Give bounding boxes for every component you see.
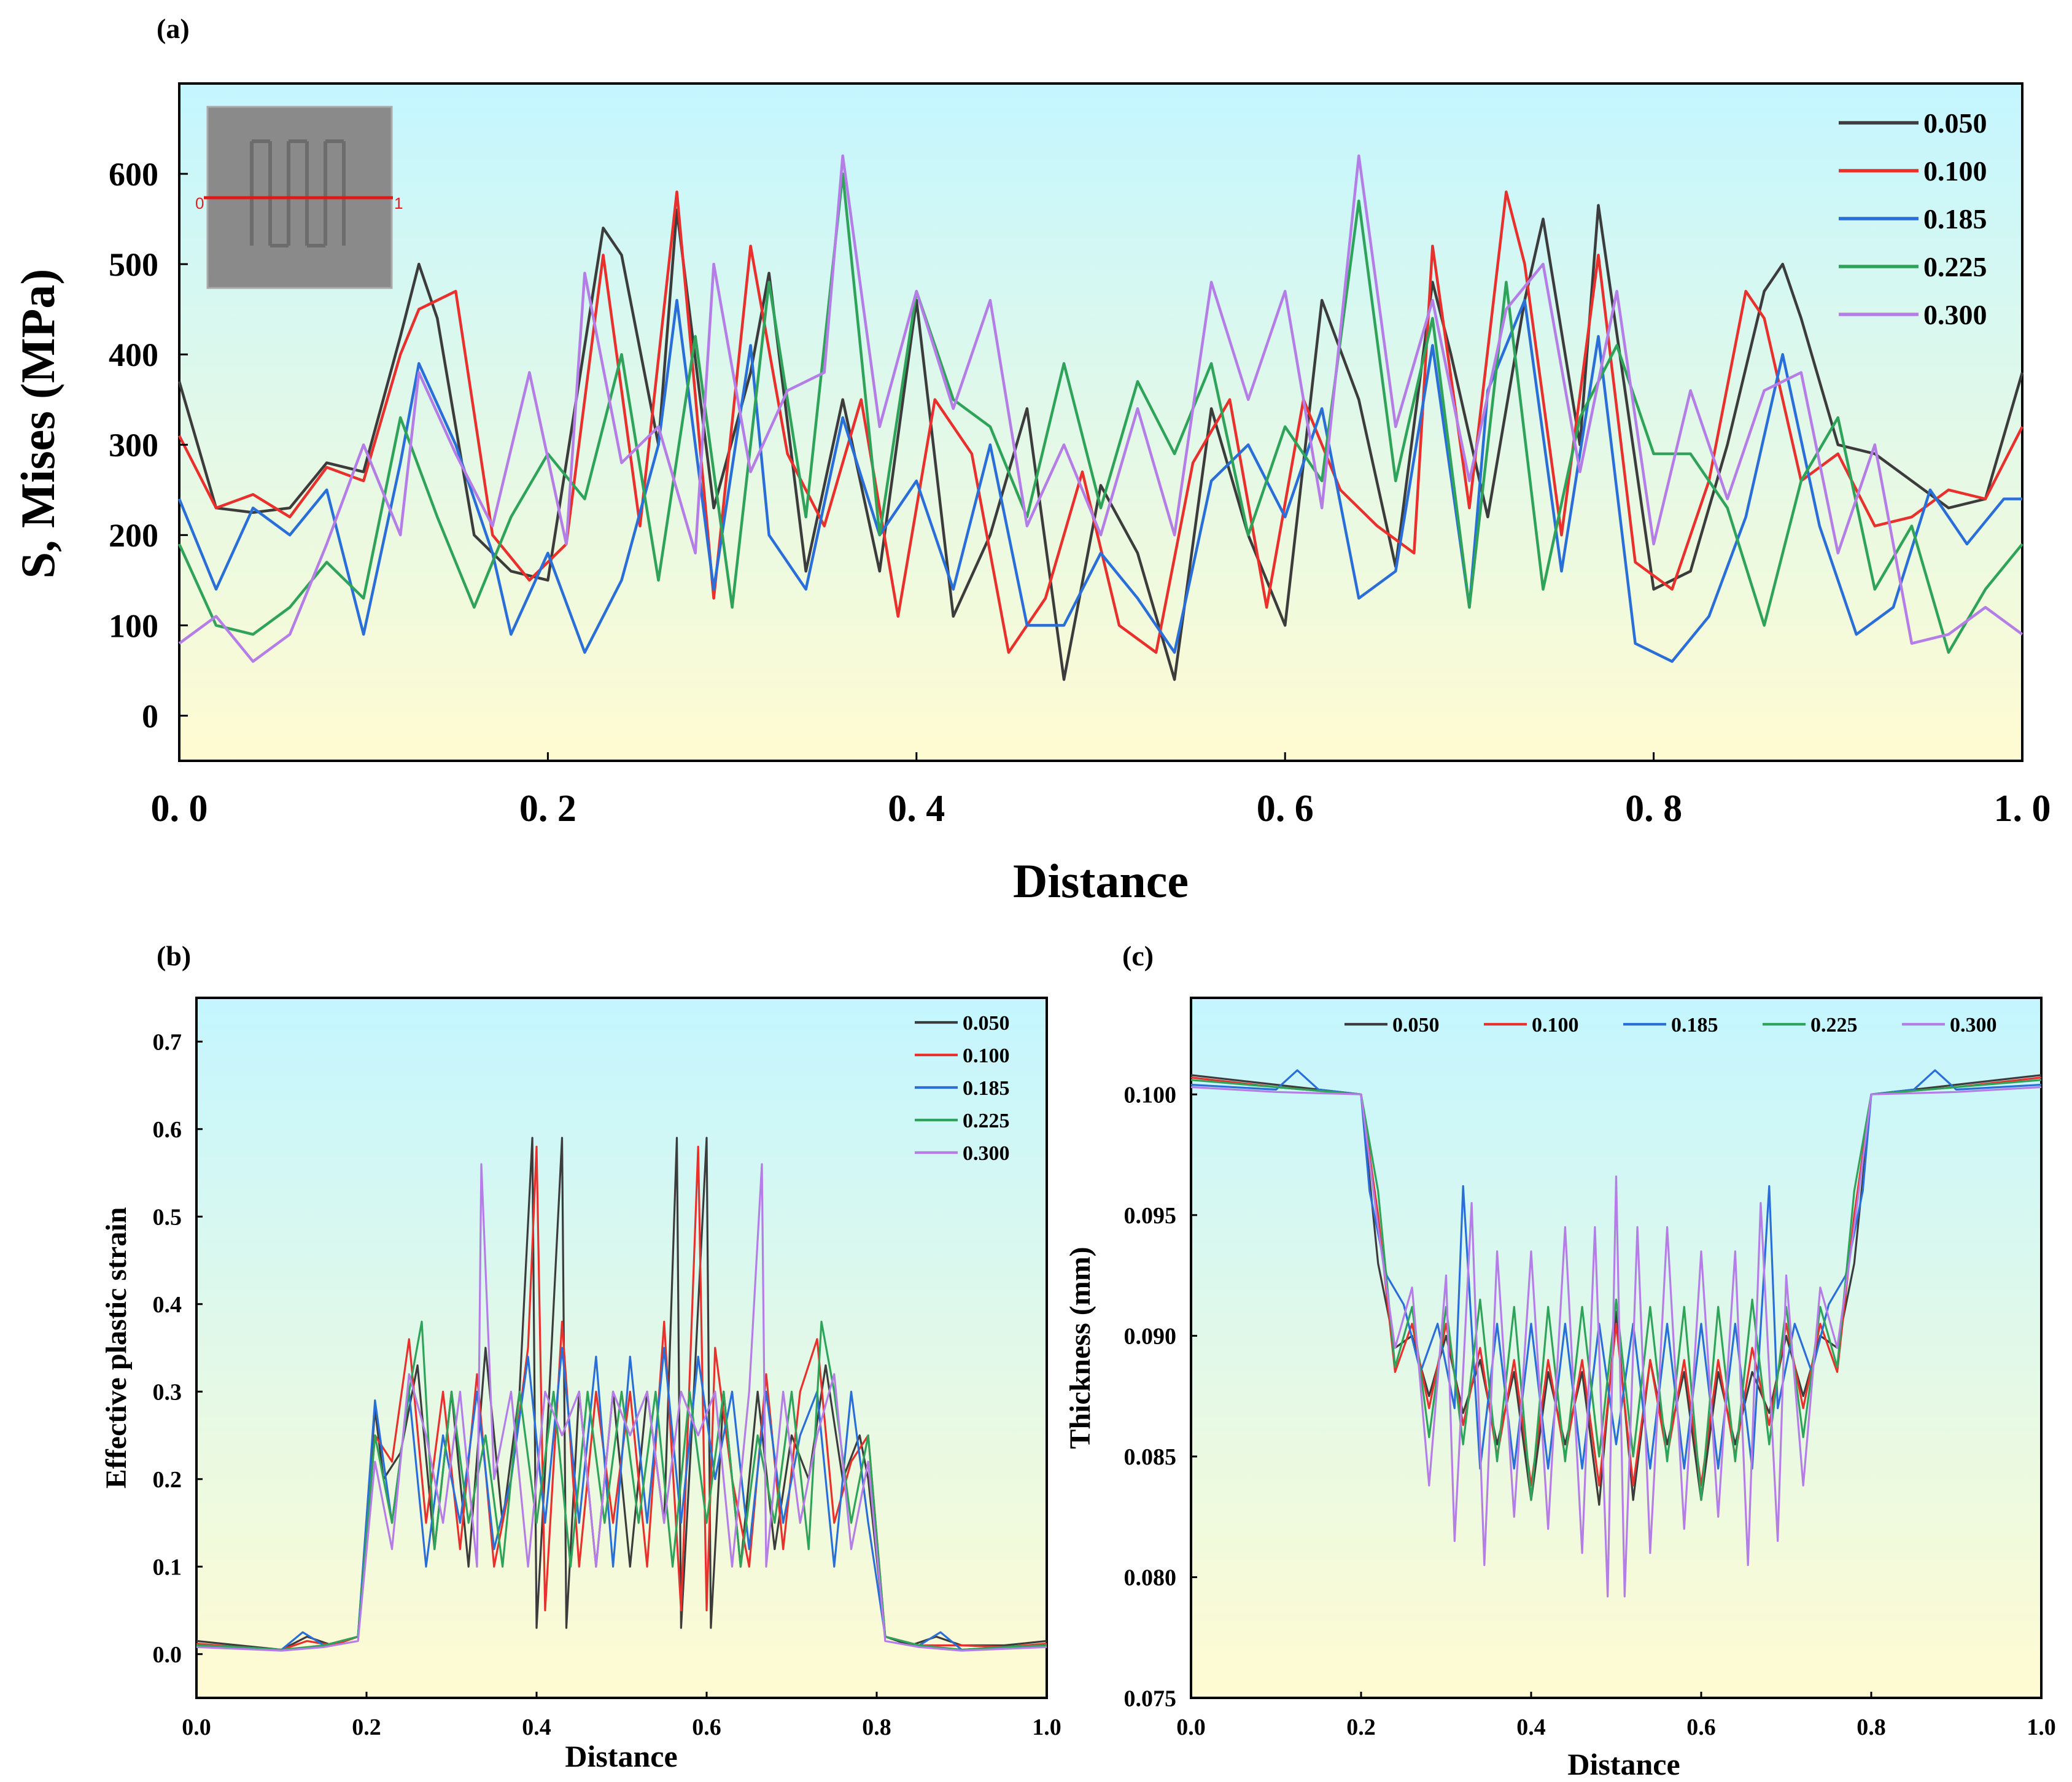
- series-line-c-0.185: [1190, 1069, 2042, 1470]
- y-tick-label: 0.090: [1124, 1324, 1177, 1350]
- panel-label-c: (c): [1122, 940, 1154, 971]
- y-ticks-c: 0.075 0.080 0.085 0.090 0.095 0.100: [1124, 1083, 1197, 1711]
- panel-label-b: (b): [157, 940, 191, 971]
- y-tick-label: 500: [109, 246, 158, 283]
- legend-label: 0.225: [963, 1110, 1010, 1132]
- x-tick-label: 0. 4: [888, 788, 945, 830]
- y-tick-label: 0.085: [1124, 1444, 1177, 1470]
- panel-label-a: (a): [157, 13, 190, 44]
- series-line-a-0.100: [177, 190, 2024, 654]
- y-tick-label: 600: [109, 156, 158, 193]
- y-tick-label: 0.4: [153, 1292, 182, 1318]
- legend-label: 0.100: [1532, 1014, 1579, 1037]
- inset-pattern: [250, 139, 346, 247]
- legend-label: 0.050: [1923, 107, 1987, 139]
- series-group-a: [177, 154, 2024, 681]
- x-tick-label: 0. 2: [519, 788, 576, 830]
- x-tick-label: 0.8: [862, 1714, 891, 1740]
- legend-label: 0.185: [1923, 203, 1987, 235]
- x-axis-title-c: Distance: [1567, 1747, 1680, 1781]
- series-line-a-0.050: [177, 204, 2024, 681]
- legend-b: 0.050 0.100 0.185 0.225 0.300: [915, 1012, 1010, 1165]
- chart-panel-b: (b) 0.00.10.20.30.40.50.60.7 0.0 0.2 0.4 0.…: [100, 940, 1061, 1773]
- legend-label: 0.300: [1950, 1014, 1997, 1037]
- series-group-c: [1190, 1069, 2042, 1598]
- inset-start-label: 0: [195, 194, 204, 212]
- series-line-c-0.300: [1190, 1086, 2042, 1598]
- y-tick-label: 200: [109, 517, 158, 554]
- x-ticks-b: 0.0 0.2 0.4 0.6 0.8 1.0: [182, 1692, 1061, 1740]
- y-axis-title-a: S, Mises (MPa): [11, 269, 64, 579]
- legend-label: 0.100: [1923, 155, 1987, 187]
- y-tick-label: 400: [109, 337, 158, 373]
- y-tick-label: 0.6: [153, 1117, 182, 1143]
- series-line-a-0.185: [177, 298, 2022, 663]
- legend-a: 0.050 0.100 0.185 0.225 0.300: [1839, 107, 1987, 330]
- x-tick-label: 0.4: [1516, 1714, 1546, 1740]
- y-tick-label: 100: [109, 607, 158, 644]
- x-tick-label: 0.0: [1176, 1714, 1206, 1740]
- x-tick-label: 0. 0: [151, 788, 208, 830]
- y-tick-label: 0.1: [153, 1555, 182, 1581]
- y-tick-label: 0.7: [153, 1030, 182, 1056]
- x-tick-label: 0. 8: [1625, 788, 1682, 830]
- y-axis-title-c: Thickness (mm): [1064, 1247, 1096, 1449]
- series-line-a-0.300: [178, 154, 2023, 663]
- series-group-b: [196, 1137, 1047, 1652]
- plot-area-a: [178, 82, 2023, 762]
- legend-label: 0.050: [963, 1012, 1010, 1035]
- legend-label: 0.300: [1923, 299, 1987, 330]
- inset-image: 0 1: [195, 106, 403, 289]
- x-tick-label: 0.4: [522, 1714, 551, 1740]
- legend-label: 0.185: [963, 1077, 1010, 1100]
- inset-end-label: 1: [394, 194, 403, 212]
- legend-label: 0.300: [963, 1142, 1010, 1165]
- x-tick-label: 0.0: [182, 1714, 211, 1740]
- y-tick-label: 0.5: [153, 1205, 182, 1231]
- x-tick-label: 1.0: [1032, 1714, 1061, 1740]
- x-axis-title-a: Distance: [1013, 854, 1189, 908]
- series-line-a-0.225: [177, 172, 2023, 654]
- legend-label: 0.100: [963, 1045, 1010, 1067]
- y-tick-label: 0.2: [153, 1467, 182, 1493]
- y-tick-label: 0: [142, 698, 158, 734]
- x-tick-label: 1. 0: [1994, 788, 2051, 830]
- x-axis-title-b: Distance: [565, 1739, 677, 1773]
- legend-label: 0.185: [1671, 1014, 1718, 1037]
- legend-label: 0.225: [1923, 251, 1987, 282]
- y-axis-title-b: Effective plastic strain: [100, 1207, 133, 1489]
- x-ticks-c: 0.0 0.2 0.4 0.6 0.8 1.0: [1176, 1692, 2056, 1740]
- y-tick-label: 0.0: [153, 1642, 182, 1668]
- y-tick-label: 0.095: [1124, 1203, 1177, 1229]
- y-tick-label: 0.080: [1124, 1565, 1177, 1591]
- x-tick-label: 0. 6: [1257, 788, 1314, 830]
- x-tick-label: 0.2: [352, 1714, 381, 1740]
- y-tick-label: 0.075: [1124, 1686, 1177, 1711]
- series-line-b-0.100: [196, 1145, 1047, 1651]
- x-tick-label: 0.6: [1686, 1714, 1716, 1740]
- chart-panel-a: (a) 0 1 0 100 200 300 400 500 600 0. 0 0. 2 0. 4…: [11, 13, 2051, 908]
- y-tick-label: 0.100: [1124, 1083, 1177, 1108]
- plot-area-b: [195, 997, 1048, 1699]
- x-tick-label: 0.2: [1346, 1714, 1376, 1740]
- legend-c: 0.050 0.100 0.185 0.225 0.300: [1344, 1014, 1997, 1037]
- series-line-c-0.100: [1190, 1076, 2042, 1487]
- plot-area-c: [1190, 997, 2043, 1699]
- y-ticks-b: 0.0 0.1 0.2 0.3 0.4 0.5 0.6 0.7: [153, 1030, 203, 1668]
- y-tick-label: 300: [109, 427, 158, 464]
- x-ticks-a: 0. 0 0. 2 0. 4 0. 6 0. 8 1. 0: [151, 752, 2051, 830]
- series-line-b-0.300: [196, 1163, 1047, 1652]
- y-ticks-a: 0 100 200 300 400 500 600: [109, 156, 188, 734]
- series-line-c-0.225: [1190, 1079, 2042, 1501]
- series-line-b-0.185: [196, 1347, 1047, 1651]
- legend-label: 0.225: [1810, 1014, 1858, 1037]
- x-tick-label: 1.0: [2027, 1714, 2056, 1740]
- x-tick-label: 0.8: [1857, 1714, 1886, 1740]
- x-tick-label: 0.6: [692, 1714, 721, 1740]
- y-tick-label: 0.3: [153, 1380, 182, 1406]
- legend-label: 0.050: [1392, 1014, 1440, 1037]
